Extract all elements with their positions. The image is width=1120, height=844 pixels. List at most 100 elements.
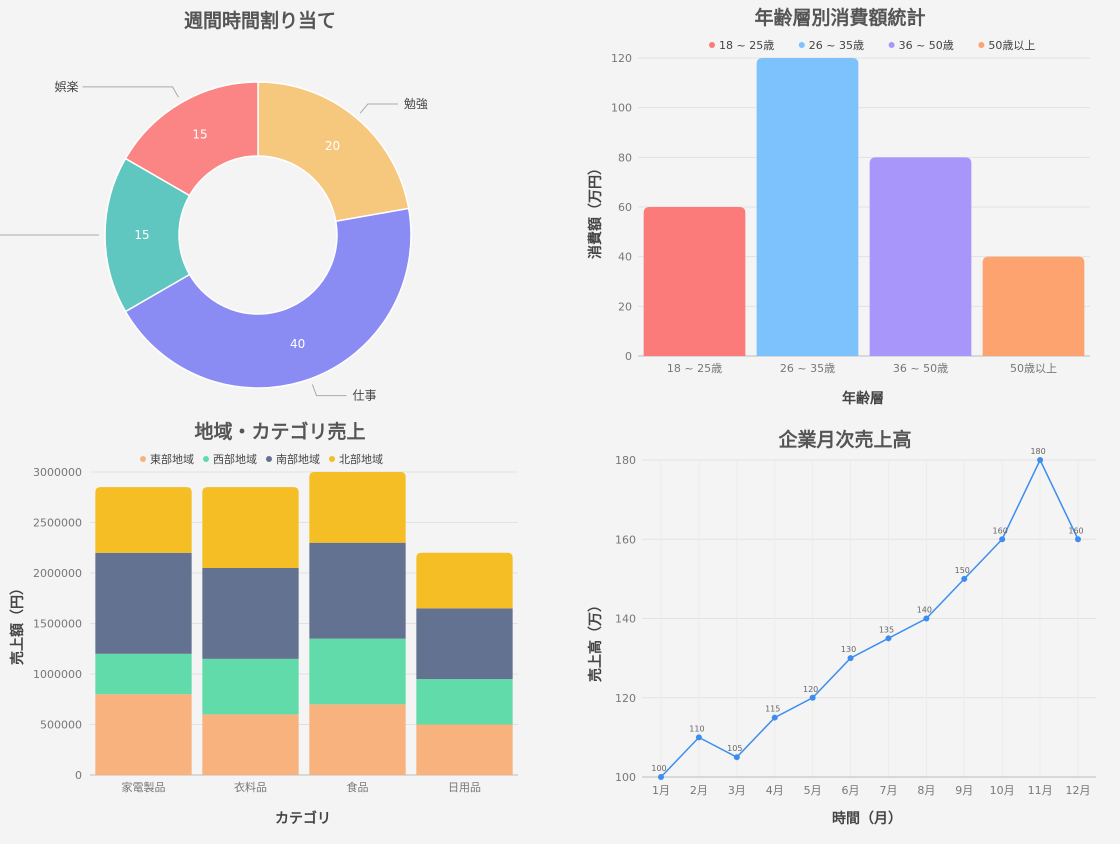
data-point <box>1037 457 1044 463</box>
slice-value-label: 15 <box>192 128 207 142</box>
line-y-axis-title: 売上高（万） <box>587 598 604 682</box>
series-line <box>660 458 1079 778</box>
x-tick-label: 8月 <box>917 784 935 797</box>
data-label: 180 <box>1030 447 1045 456</box>
stacked-bar-segment <box>95 487 192 553</box>
y-tick-label: 500000 <box>40 719 82 732</box>
data-point <box>809 694 816 701</box>
legend-label: 西部地域 <box>213 452 257 466</box>
slice-value-label: 40 <box>290 337 305 351</box>
x-tick-label: 7月 <box>879 784 897 797</box>
data-label: 100 <box>651 764 666 773</box>
stacked-bar-segment <box>309 638 406 705</box>
y-tick-label: 1500000 <box>33 618 82 631</box>
y-tick-label: 2500000 <box>33 517 82 530</box>
x-tick-label: 6月 <box>842 784 860 797</box>
slice-name-label: 勉強 <box>404 97 428 111</box>
stacked-bar-segment <box>309 472 406 543</box>
y-tick-label: 60 <box>618 201 632 214</box>
legend-marker <box>798 42 805 48</box>
bar <box>643 207 746 356</box>
x-tick-label: 10月 <box>990 784 1015 797</box>
label-leader-line <box>311 384 347 397</box>
slice-name-label: 娯楽 <box>54 80 78 94</box>
y-tick-label: 0 <box>625 350 632 363</box>
x-tick-label: 50歳以上 <box>1010 362 1057 375</box>
stacked-bar-segment <box>416 724 513 775</box>
x-tick-label: 日用品 <box>448 781 481 794</box>
age-bar-chart-panel: 年齢層別消費額統計 18 ~ 25歳 26 ~ 35歳 36 ~ 50歳 50歳以上 … <box>560 0 1120 420</box>
data-label: 130 <box>841 645 856 654</box>
data-label: 150 <box>955 566 970 575</box>
stacked-bar-segment <box>95 653 192 695</box>
data-point <box>885 635 892 642</box>
x-tick-label: 5月 <box>804 784 822 797</box>
stacked-bar-segment <box>202 658 299 715</box>
label-leader-line <box>82 86 179 98</box>
bar <box>756 58 859 356</box>
x-tick-label: 2月 <box>690 784 708 797</box>
stacked-bar-segment <box>95 694 192 775</box>
y-tick-label: 120 <box>615 692 636 705</box>
x-tick-label: 26 ~ 35歳 <box>780 362 835 375</box>
line-chart-title: 企業月次売上高 <box>777 428 911 451</box>
legend-label: 50歳以上 <box>988 39 1035 52</box>
stacked-bar-segment <box>309 704 406 775</box>
data-point <box>658 774 664 780</box>
stacked-bar-segment <box>95 552 192 654</box>
y-tick-label: 40 <box>618 251 632 264</box>
data-point <box>923 615 930 622</box>
legend-marker <box>978 42 985 48</box>
y-tick-label: 3000000 <box>33 466 82 479</box>
y-tick-label: 80 <box>618 151 632 164</box>
x-tick-label: 36 ~ 50歳 <box>893 362 948 375</box>
stacked-y-axis-title: 売上額（円） <box>9 581 26 665</box>
x-tick-label: 4月 <box>766 784 784 797</box>
line-chart-panel: 企業月次売上高 100 120 140 160 180 1月 2月 3月 4月 5月 6月 7月 8月 9… <box>560 420 1120 840</box>
donut-slice <box>124 207 412 389</box>
x-tick-label: 11月 <box>1028 784 1053 797</box>
donut-slice <box>124 81 259 197</box>
data-point <box>695 734 702 741</box>
y-tick-label: 1000000 <box>33 668 82 681</box>
data-point <box>771 714 778 721</box>
stacked-bar-segment <box>202 567 299 659</box>
y-tick-label: 120 <box>611 52 632 65</box>
age-x-axis-title: 年齢層 <box>842 390 884 407</box>
legend-label: 18 ~ 25歳 <box>719 39 774 52</box>
legend-label: 東部地域 <box>150 452 194 466</box>
stacked-bar-chart: 地域・カテゴリ売上 東部地域 西部地域 南部地域 北部地域 0 500000 100000… <box>9 420 518 827</box>
data-label: 115 <box>765 705 780 714</box>
slice-value-label: 20 <box>325 139 340 153</box>
data-label: 110 <box>689 724 704 733</box>
stacked-bar-segment <box>309 542 406 639</box>
y-tick-label: 160 <box>615 533 636 546</box>
x-tick-label: 衣料品 <box>234 780 267 794</box>
line-x-axis-title: 時間（月） <box>832 810 902 827</box>
stacked-chart-title: 地域・カテゴリ売上 <box>194 420 365 443</box>
data-point <box>1075 536 1081 543</box>
stacked-x-axis-title: カテゴリ <box>275 810 331 827</box>
x-tick-label: 12月 <box>1066 784 1091 797</box>
data-label: 140 <box>917 606 932 615</box>
stacked-bar-segment <box>416 552 513 609</box>
y-tick-label: 100 <box>615 771 636 784</box>
y-tick-label: 20 <box>618 300 632 313</box>
data-point <box>733 754 740 761</box>
legend-marker <box>709 42 715 48</box>
slice-value-label: 15 <box>134 228 149 242</box>
data-point <box>999 536 1006 543</box>
y-tick-label: 100 <box>611 102 632 115</box>
data-label: 160 <box>1068 526 1083 535</box>
bar <box>982 256 1085 356</box>
legend-label: 南部地域 <box>276 452 320 466</box>
legend-marker <box>329 456 335 462</box>
donut-slice <box>257 81 410 223</box>
data-point <box>847 655 854 662</box>
line-chart: 企業月次売上高 100 120 140 160 180 1月 2月 3月 4月 5月 6月 7月 8月 9… <box>587 428 1096 827</box>
stacked-bar-chart-panel: 地域・カテゴリ売上 東部地域 西部地域 南部地域 北部地域 0 500000 100000… <box>0 420 560 840</box>
legend-marker <box>140 456 146 462</box>
stacked-bar-segment <box>416 679 513 725</box>
legend-marker <box>203 456 209 462</box>
legend-marker <box>266 456 272 462</box>
